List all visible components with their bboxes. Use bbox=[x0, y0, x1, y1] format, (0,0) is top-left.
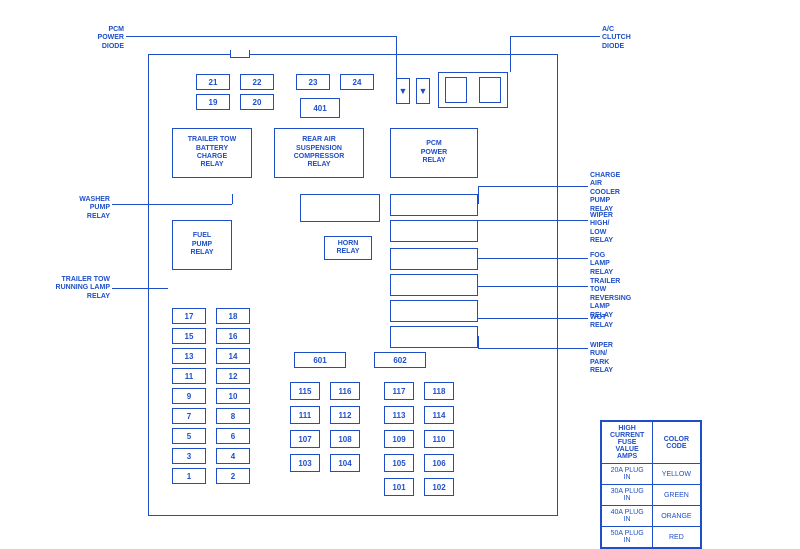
leader bbox=[478, 220, 588, 221]
label-washer-pump: WASHER PUMP RELAY bbox=[60, 196, 110, 221]
leader bbox=[478, 258, 588, 259]
fuse-23: 23 bbox=[296, 74, 330, 90]
diode-box-2: ▼ bbox=[416, 78, 430, 104]
label-wot: WOT RELAY bbox=[590, 314, 613, 331]
fuse-116: 116 bbox=[330, 382, 360, 400]
fuse-602: 602 bbox=[374, 352, 426, 368]
fuse-113: 113 bbox=[384, 406, 414, 424]
leader bbox=[478, 186, 588, 187]
fuse-13: 13 bbox=[172, 348, 206, 364]
legend-header-amps: HIGH CURRENT FUSE VALUE AMPS bbox=[601, 421, 653, 464]
relay-right-3 bbox=[390, 248, 478, 270]
fuse-105: 105 bbox=[384, 454, 414, 472]
fuse-106: 106 bbox=[424, 454, 454, 472]
fuse-118: 118 bbox=[424, 382, 454, 400]
leader bbox=[112, 204, 232, 205]
relay-right-2 bbox=[390, 220, 478, 242]
fuse-401: 401 bbox=[300, 98, 340, 118]
legend-cell: 20A PLUG IN bbox=[601, 464, 653, 485]
leader bbox=[478, 336, 479, 348]
leader bbox=[510, 36, 600, 37]
legend-cell: 50A PLUG IN bbox=[601, 527, 653, 549]
fuse-15: 15 bbox=[172, 328, 206, 344]
fuse-14: 14 bbox=[216, 348, 250, 364]
fuse-21: 21 bbox=[196, 74, 230, 90]
leader bbox=[478, 286, 588, 287]
fuse-107: 107 bbox=[290, 430, 320, 448]
leader bbox=[112, 288, 168, 289]
relay-rear-air-suspension: REAR AIR SUSPENSION COMPRESSOR RELAY bbox=[274, 128, 364, 178]
fuse-601: 601 bbox=[294, 352, 346, 368]
fuse-109: 109 bbox=[384, 430, 414, 448]
leader bbox=[232, 194, 233, 204]
relay-right-1 bbox=[390, 194, 478, 216]
fuse-102: 102 bbox=[424, 478, 454, 496]
fuse-103: 103 bbox=[290, 454, 320, 472]
relay-trailer-tow-battery: TRAILER TOW BATTERY CHARGE RELAY bbox=[172, 128, 252, 178]
fuse-12: 12 bbox=[216, 368, 250, 384]
fuse-18: 18 bbox=[216, 308, 250, 324]
leader bbox=[396, 36, 397, 78]
fuse-17: 17 bbox=[172, 308, 206, 324]
leader bbox=[510, 36, 511, 72]
legend-cell: RED bbox=[653, 527, 701, 549]
ac-clutch-block bbox=[438, 72, 508, 108]
relay-right-5 bbox=[390, 300, 478, 322]
relay-pcm-power: PCM POWER RELAY bbox=[390, 128, 478, 178]
relay-above-horn bbox=[300, 194, 380, 222]
legend-cell: GREEN bbox=[653, 485, 701, 506]
fuse-16: 16 bbox=[216, 328, 250, 344]
label-pcm-power-diode: PCM POWER DIODE bbox=[82, 26, 124, 51]
fuse-101: 101 bbox=[384, 478, 414, 496]
relay-right-4 bbox=[390, 274, 478, 296]
legend-table: HIGH CURRENT FUSE VALUE AMPS COLOR CODE … bbox=[600, 420, 702, 549]
fuse-19: 19 bbox=[196, 94, 230, 110]
fuse-1: 1 bbox=[172, 468, 206, 484]
label-trailer-running: TRAILER TOW RUNNING LAMP RELAY bbox=[38, 276, 110, 301]
fuse-7: 7 bbox=[172, 408, 206, 424]
legend-header-color: COLOR CODE bbox=[653, 421, 701, 464]
fuse-5: 5 bbox=[172, 428, 206, 444]
label-wiper-hi-lo: WIPER HIGH/ LOW RELAY bbox=[590, 212, 613, 246]
fuse-108: 108 bbox=[330, 430, 360, 448]
fuse-111: 111 bbox=[290, 406, 320, 424]
fuse-117: 117 bbox=[384, 382, 414, 400]
fuse-6: 6 bbox=[216, 428, 250, 444]
fuse-3: 3 bbox=[172, 448, 206, 464]
legend-cell: ORANGE bbox=[653, 506, 701, 527]
leader bbox=[478, 186, 479, 204]
legend-cell: YELLOW bbox=[653, 464, 701, 485]
leader bbox=[478, 318, 588, 319]
fuse-112: 112 bbox=[330, 406, 360, 424]
fuse-9: 9 bbox=[172, 388, 206, 404]
label-wiper-run-park: WIPER RUN/ PARK RELAY bbox=[590, 342, 613, 376]
leader bbox=[478, 348, 588, 349]
diode-box-1: ▼ bbox=[396, 78, 410, 104]
fuse-4: 4 bbox=[216, 448, 250, 464]
fuse-2: 2 bbox=[216, 468, 250, 484]
relay-fuel-pump: FUEL PUMP RELAY bbox=[172, 220, 232, 270]
fuse-114: 114 bbox=[424, 406, 454, 424]
legend-cell: 30A PLUG IN bbox=[601, 485, 653, 506]
fuse-24: 24 bbox=[340, 74, 374, 90]
fuse-22: 22 bbox=[240, 74, 274, 90]
fuse-8: 8 bbox=[216, 408, 250, 424]
fuse-104: 104 bbox=[330, 454, 360, 472]
fuse-10: 10 bbox=[216, 388, 250, 404]
fuse-110: 110 bbox=[424, 430, 454, 448]
fuse-115: 115 bbox=[290, 382, 320, 400]
notch-top bbox=[230, 50, 250, 58]
relay-horn: HORN RELAY bbox=[324, 236, 372, 260]
legend-cell: 40A PLUG IN bbox=[601, 506, 653, 527]
relay-right-6 bbox=[390, 326, 478, 348]
label-ac-clutch-diode: A/C CLUTCH DIODE bbox=[602, 26, 631, 51]
label-charge-air: CHARGE AIR COOLER PUMP RELAY bbox=[590, 172, 620, 214]
fuse-20: 20 bbox=[240, 94, 274, 110]
fuse-11: 11 bbox=[172, 368, 206, 384]
label-fog-lamp: FOG LAMP RELAY bbox=[590, 252, 613, 277]
leader bbox=[126, 36, 396, 37]
